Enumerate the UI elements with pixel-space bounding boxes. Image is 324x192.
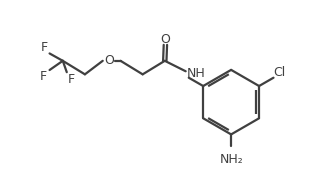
Text: Cl: Cl xyxy=(273,66,285,79)
Text: O: O xyxy=(160,33,170,46)
Text: F: F xyxy=(40,70,47,83)
Text: F: F xyxy=(68,73,75,86)
Text: F: F xyxy=(41,41,48,54)
Text: O: O xyxy=(104,54,114,67)
Text: NH₂: NH₂ xyxy=(219,153,243,166)
Text: NH: NH xyxy=(186,67,205,80)
